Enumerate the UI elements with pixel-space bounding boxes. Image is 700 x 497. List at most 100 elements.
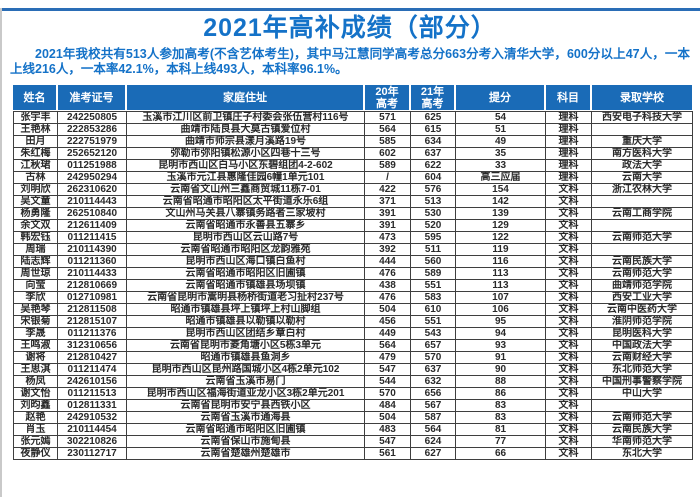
score-2020-cell: 479 bbox=[364, 351, 411, 364]
score-2021-cell: 624 bbox=[410, 435, 456, 448]
intro-paragraph: 2021年我校共有513人参加高考(不含艺体考生)，其中马江慧同学高考总分663… bbox=[10, 47, 690, 76]
table-row: 李欣 012710981 云南省昆明市嵩明县杨桥街道老习扯村237号 476 583 10… bbox=[13, 291, 693, 304]
subject-cell: 文科 bbox=[545, 279, 592, 292]
name-cell: 刘昀鑫 bbox=[13, 399, 58, 412]
exam-id-cell: 011211376 bbox=[57, 327, 127, 340]
gain-cell: 90 bbox=[455, 363, 546, 376]
name-cell: 王艳林 bbox=[13, 123, 58, 136]
table-row: 吴文童 210114443 云南省昭通市昭阳区太平街道永乐6组 371 513 142 文科 bbox=[13, 195, 693, 208]
gain-cell: 91 bbox=[455, 351, 546, 364]
table-row: 谢将 212810427 昭通市镇雄县鱼洞乡 479 570 91 文科 云南财经大学 bbox=[13, 351, 693, 364]
table-row: 韩宏钰 011211415 昆明市西山区云山路7号 473 595 122 文科 云南师范大学 bbox=[13, 231, 693, 244]
exam-id-cell: 212811508 bbox=[57, 303, 127, 316]
score-2020-cell: 484 bbox=[364, 399, 411, 412]
score-2021-cell: 615 bbox=[410, 123, 456, 136]
gain-cell: 83 bbox=[455, 399, 546, 412]
left-page-edge bbox=[0, 8, 2, 497]
score-2021-cell: 583 bbox=[410, 291, 456, 304]
gain-cell: 142 bbox=[455, 195, 546, 208]
address-cell: 昭通市镇雄县坪上镇坪上村山脚组 bbox=[126, 303, 365, 316]
table-row: 向莹 212810669 云南省昭通市镇雄县场坝镇 438 551 113 文科 曲靖师范学院 bbox=[13, 279, 693, 292]
table-row: 肖玉 210114454 云南省昭通市昭阳区旧圃镇 483 564 81 文科 云南民族大学 bbox=[13, 423, 693, 436]
table-row: 宋银菊 212815107 昭通市镇雄县以勒镇以勒村 456 551 95 文科 淮阴师范学院 bbox=[13, 315, 693, 328]
score-2020-cell: 392 bbox=[364, 243, 411, 256]
exam-id-cell: 210114390 bbox=[57, 243, 127, 256]
table-row: 王鸣淑 312310656 云南省昆明市菱角塘小区5栋3单元 564 657 93 文科 中国… bbox=[13, 339, 693, 352]
table-row: 刘昀鑫 012811331 云南省昆明市安宁县西铁小区 484 567 83 文科 bbox=[13, 399, 693, 412]
school-cell: 南方医科大学 bbox=[591, 147, 693, 160]
address-cell: 云南省玉溪市易门 bbox=[126, 375, 365, 388]
name-cell: 陆志辉 bbox=[13, 255, 58, 268]
score-2021-cell: 587 bbox=[410, 411, 456, 424]
school-cell: 东北师范大学 bbox=[591, 363, 693, 376]
name-cell: 周世琼 bbox=[13, 267, 58, 280]
score-2020-cell: 476 bbox=[364, 267, 411, 280]
exam-id-cell: 011211474 bbox=[57, 363, 127, 376]
school-cell: 中国政法大学 bbox=[591, 339, 693, 352]
score-2020-cell: 547 bbox=[364, 435, 411, 448]
subject-cell: 文科 bbox=[545, 375, 592, 388]
gain-cell: 154 bbox=[455, 183, 546, 196]
exam-id-cell: 302210826 bbox=[57, 435, 127, 448]
name-cell: 韩宏钰 bbox=[13, 231, 58, 244]
col-header-gain: 提分 bbox=[455, 85, 546, 110]
school-cell bbox=[591, 219, 693, 232]
exam-id-cell: 230112717 bbox=[57, 447, 127, 460]
score-2021-cell: 627 bbox=[410, 447, 456, 460]
school-cell: 西安电子科技大学 bbox=[591, 111, 693, 124]
table-row: 夜静仪 230112717 云南省楚雄州楚雄市 561 627 66 文科 东北大学 bbox=[13, 447, 693, 460]
table-row: 刘明欣 262310620 云南省文山州三鑫商贸城11栋7-01 422 576 154 文… bbox=[13, 183, 693, 196]
school-cell: 云南民族大学 bbox=[591, 423, 693, 436]
address-cell: 云南省昆明市安宁县西铁小区 bbox=[126, 399, 365, 412]
score-2021-cell: 604 bbox=[410, 171, 456, 184]
table-row: 吴艳琴 212811508 昭通市镇雄县坪上镇坪上村山脚组 504 610 106 文科 云南… bbox=[13, 303, 693, 316]
table-row: 周瑞 210114390 云南省昭通市昭阳区龙韵雅苑 392 511 119 文科 bbox=[13, 243, 693, 256]
exam-id-cell: 212810669 bbox=[57, 279, 127, 292]
gain-cell: 122 bbox=[455, 231, 546, 244]
school-cell: 云南财经大学 bbox=[591, 351, 693, 364]
subject-cell: 文科 bbox=[545, 207, 592, 220]
address-cell: 玉溪市江川区前卫镇庄子村委会张伍营村116号 bbox=[126, 111, 365, 124]
score-2021-cell: 564 bbox=[410, 423, 456, 436]
score-2020-cell: 473 bbox=[364, 231, 411, 244]
col-header-subject: 科目 bbox=[545, 85, 592, 110]
exam-id-cell: 210114433 bbox=[57, 267, 127, 280]
table-row: 王艳林 222853286 曲靖市陆良县大莫古镇爱位村 564 615 51 理科 bbox=[13, 123, 693, 136]
name-cell: 王思淇 bbox=[13, 363, 58, 376]
col-header-school: 录取学校 bbox=[591, 85, 692, 110]
exam-id-cell: 242950294 bbox=[57, 171, 127, 184]
name-cell: 田月 bbox=[13, 135, 58, 148]
school-cell bbox=[591, 195, 693, 208]
gain-cell: 119 bbox=[455, 243, 546, 256]
subject-cell: 理科 bbox=[545, 147, 592, 160]
exam-id-cell: 312310656 bbox=[57, 339, 127, 352]
gain-cell: 106 bbox=[455, 303, 546, 316]
school-cell: 淮阴师范学院 bbox=[591, 315, 693, 328]
score-2020-cell: 422 bbox=[364, 183, 411, 196]
name-cell: 赵艳 bbox=[13, 411, 58, 424]
score-2020-cell: 504 bbox=[364, 303, 411, 316]
table-body: 张宇丰 242250805 玉溪市江川区前卫镇庄子村委会张伍营村116号 571 625… bbox=[13, 111, 693, 460]
address-cell: 昆明市西山区昆州路国城小区4栋2单元102 bbox=[126, 363, 365, 376]
address-cell: 云南省玉溪市通海县 bbox=[126, 411, 365, 424]
address-cell: 曲靖市陆良县大莫古镇爱位村 bbox=[126, 123, 365, 136]
score-2020-cell: 585 bbox=[364, 135, 411, 148]
subject-cell: 理科 bbox=[545, 111, 592, 124]
col-header-address: 家庭住址 bbox=[126, 85, 365, 110]
table-row: 江秋珺 011251988 昆明市西山区白马小区东碧组团4-2-602 589 622 3… bbox=[13, 159, 693, 172]
exam-id-cell: 012710981 bbox=[57, 291, 127, 304]
score-2021-cell: 511 bbox=[410, 243, 456, 256]
table-row: 杨凤 242610156 云南省玉溪市易门 544 632 88 文科 中国刑事警察学院 bbox=[13, 375, 693, 388]
subject-cell: 文科 bbox=[545, 447, 592, 460]
score-2020-cell: 456 bbox=[364, 315, 411, 328]
address-cell: 昆明市西山区云山路7号 bbox=[126, 231, 365, 244]
exam-id-cell: 212810427 bbox=[57, 351, 127, 364]
address-cell: 云南省昭通市昭阳区旧圃镇 bbox=[126, 267, 365, 280]
gain-cell: 95 bbox=[455, 315, 546, 328]
exam-id-cell: 012811331 bbox=[57, 399, 127, 412]
address-cell: 曲靖市师宗县漾月溪路19号 bbox=[126, 135, 365, 148]
score-2020-cell: 561 bbox=[364, 447, 411, 460]
name-cell: 夜静仪 bbox=[13, 447, 58, 460]
school-cell: 昆明医科大学 bbox=[591, 327, 693, 340]
score-2021-cell: 610 bbox=[410, 303, 456, 316]
